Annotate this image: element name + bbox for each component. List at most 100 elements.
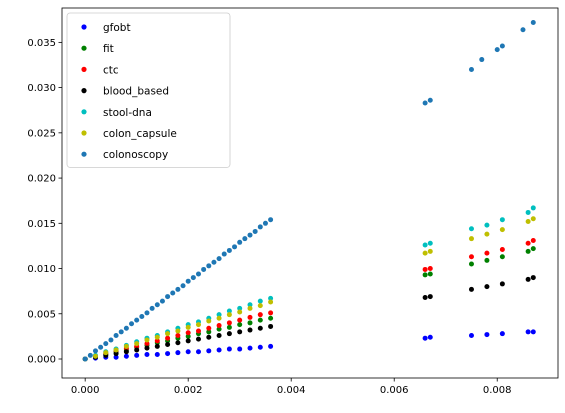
data-point: [93, 354, 98, 359]
data-point: [469, 254, 474, 259]
data-point: [268, 316, 273, 321]
data-point: [242, 236, 247, 241]
data-point: [248, 233, 253, 238]
data-point: [495, 47, 500, 52]
data-point: [114, 347, 119, 352]
legend-label: stool-dna: [103, 107, 152, 119]
data-point: [428, 271, 433, 276]
data-point: [201, 267, 206, 272]
data-point: [500, 331, 505, 336]
data-point: [165, 331, 170, 336]
x-tick-label: 0.000: [71, 385, 100, 396]
data-point: [227, 248, 232, 253]
series-colon_capsule: [83, 216, 536, 361]
data-point: [144, 338, 149, 343]
y-tick-label: 0.020: [27, 174, 56, 185]
data-point: [500, 217, 505, 222]
data-point: [428, 294, 433, 299]
data-point: [124, 344, 129, 349]
data-point: [423, 100, 428, 105]
data-point: [134, 347, 139, 352]
y-tick-label: 0.015: [27, 219, 56, 230]
data-point: [155, 344, 160, 349]
data-point: [428, 98, 433, 103]
data-point: [469, 287, 474, 292]
data-point: [237, 329, 242, 334]
data-point: [484, 284, 489, 289]
data-point: [500, 254, 505, 259]
data-point: [484, 258, 489, 263]
legend-marker: [81, 67, 86, 72]
data-point: [222, 252, 227, 257]
data-point: [268, 300, 273, 305]
data-point: [98, 345, 103, 350]
legend-label: gfobt: [103, 22, 131, 34]
data-point: [227, 347, 232, 352]
data-point: [258, 224, 263, 229]
data-point: [268, 344, 273, 349]
data-point: [196, 337, 201, 342]
data-point: [227, 331, 232, 336]
data-point: [181, 283, 186, 288]
data-point: [237, 322, 242, 327]
data-point: [531, 238, 536, 243]
data-point: [160, 299, 165, 304]
x-tick-label: 0.008: [483, 385, 512, 396]
data-point: [237, 240, 242, 245]
data-point: [423, 336, 428, 341]
data-point: [258, 318, 263, 323]
data-point: [165, 351, 170, 356]
data-point: [155, 335, 160, 340]
data-point: [134, 353, 139, 358]
data-point: [531, 216, 536, 221]
data-point: [526, 249, 531, 254]
data-point: [500, 44, 505, 49]
data-point: [423, 243, 428, 248]
data-point: [227, 320, 232, 325]
data-point: [237, 309, 242, 314]
data-point: [93, 348, 98, 353]
data-point: [258, 326, 263, 331]
data-point: [186, 338, 191, 343]
data-point: [88, 353, 93, 358]
data-point: [237, 347, 242, 352]
data-point: [531, 205, 536, 210]
data-point: [232, 244, 237, 249]
data-point: [526, 277, 531, 282]
legend: gfobtfitctcblood_basedstool-dnacolon_cap…: [67, 13, 230, 167]
legend-label: fit: [103, 43, 114, 55]
data-point: [114, 333, 119, 338]
data-point: [144, 310, 149, 315]
data-point: [129, 321, 134, 326]
data-point: [469, 333, 474, 338]
data-point: [484, 223, 489, 228]
data-point: [206, 326, 211, 331]
data-point: [83, 357, 88, 362]
data-point: [150, 306, 155, 311]
data-point: [484, 251, 489, 256]
data-point: [428, 249, 433, 254]
data-point: [526, 329, 531, 334]
data-point: [227, 312, 232, 317]
data-point: [217, 347, 222, 352]
data-point: [531, 275, 536, 280]
legend-marker: [81, 88, 86, 93]
data-point: [186, 349, 191, 354]
data-point: [175, 287, 180, 292]
data-point: [186, 330, 191, 335]
data-point: [268, 310, 273, 315]
data-point: [428, 241, 433, 246]
data-point: [258, 345, 263, 350]
legend-marker: [81, 152, 86, 157]
y-tick-label: 0.030: [27, 83, 56, 94]
data-point: [469, 226, 474, 231]
data-point: [531, 329, 536, 334]
data-point: [170, 290, 175, 295]
data-point: [227, 325, 232, 330]
data-point: [248, 346, 253, 351]
data-point: [520, 27, 525, 32]
data-point: [217, 316, 222, 321]
data-point: [191, 275, 196, 280]
data-point: [134, 341, 139, 346]
